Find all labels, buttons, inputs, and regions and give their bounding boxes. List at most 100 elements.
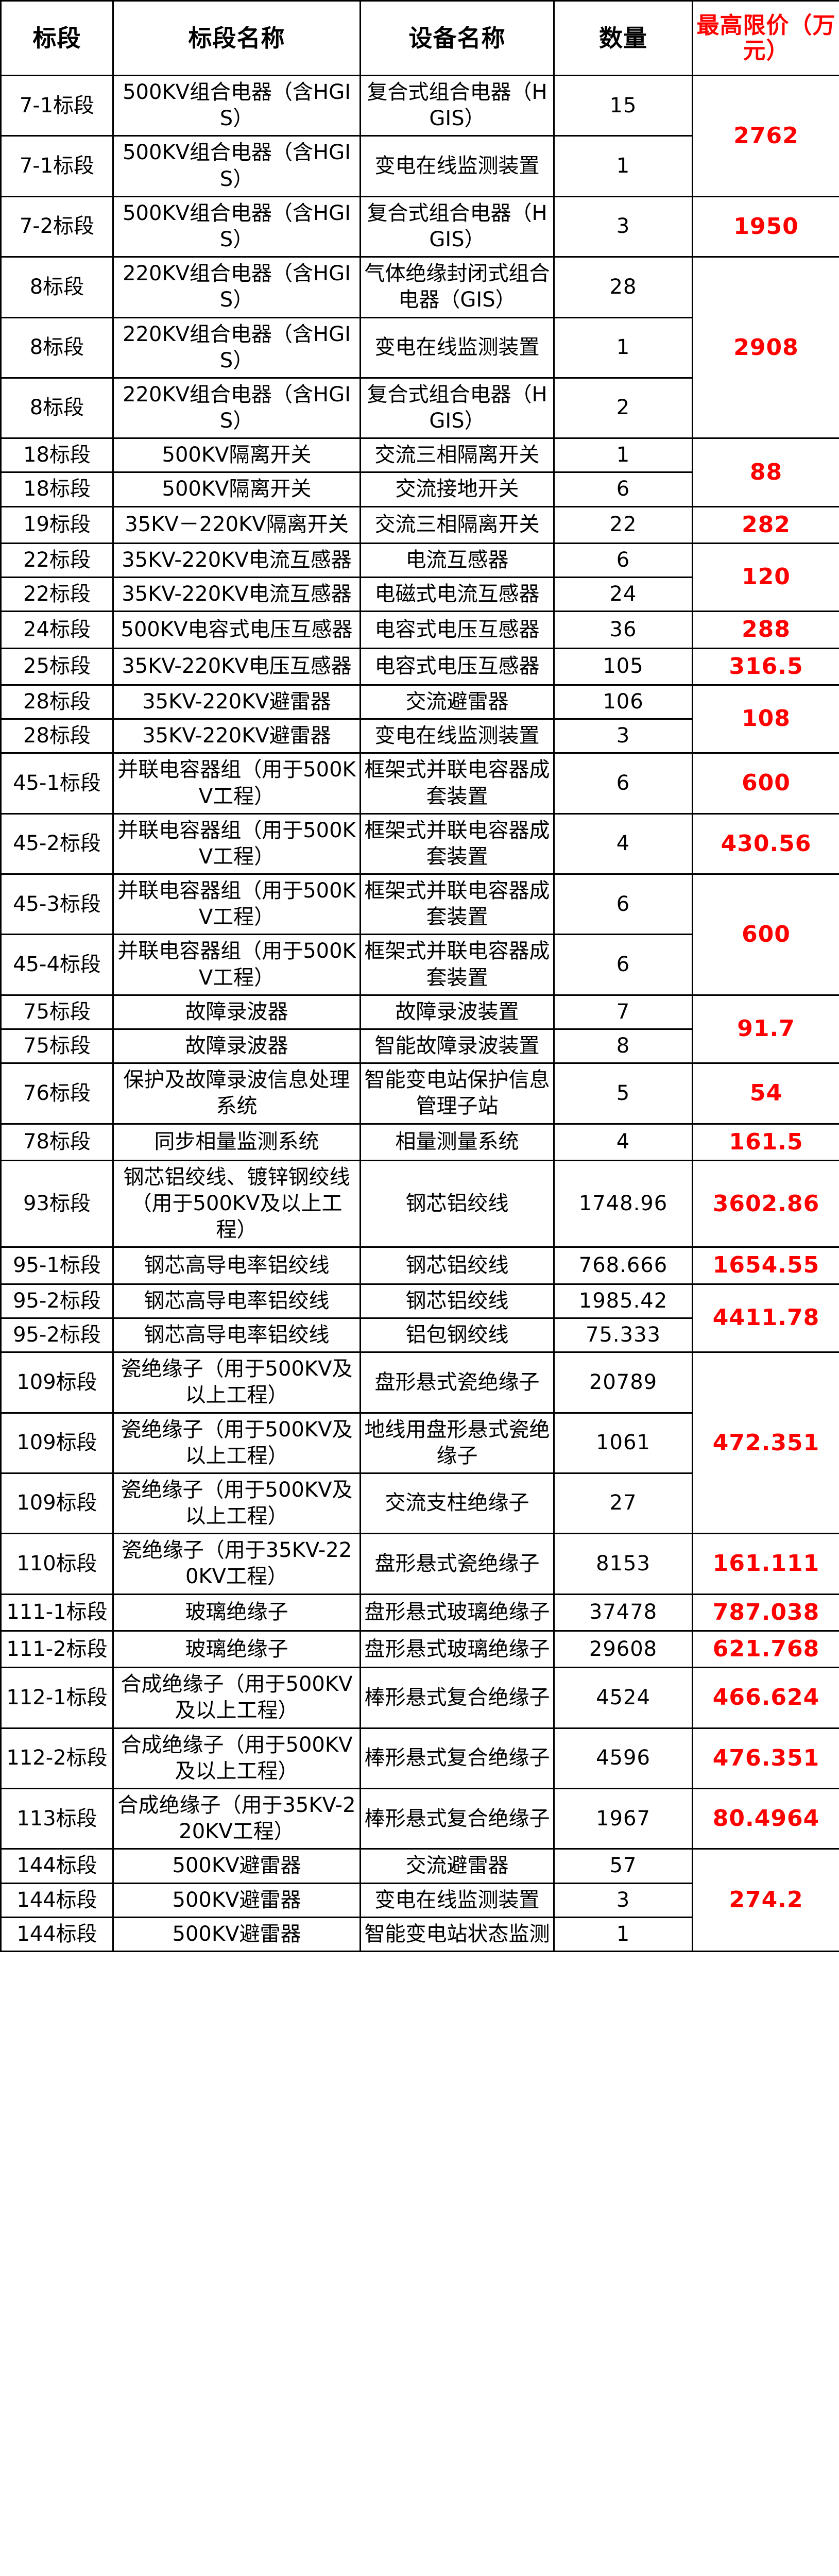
cell-segment: 8标段 [0, 316, 114, 379]
cell-segment-name: 并联电容器组（用于500KV工程） [112, 752, 361, 815]
cell-quantity: 3 [553, 195, 693, 258]
cell-quantity: 6 [553, 752, 693, 815]
cell-segment-name: 故障录波器 [112, 994, 361, 1030]
cell-segment-name: 合成绝缘子（用于500KV及以上工程） [112, 1667, 361, 1729]
cell-device-name: 框架式并联电容器成套装置 [359, 934, 555, 996]
table-row: 93标段 钢芯铝绞线、镀锌钢绞线（用于500KV及以上工程） 钢芯铝绞线 1748.9… [0, 1159, 839, 1248]
cell-segment: 8标段 [0, 377, 114, 439]
cell-segment-name: 35KV－220KV隔离开关 [112, 505, 361, 544]
cell-segment-name: 瓷绝缘子（用于500KV及以上工程） [112, 1351, 361, 1414]
cell-device-name: 气体绝缘封闭式组合电器（GIS） [359, 256, 555, 318]
cell-segment-name: 合成绝缘子（用于500KV及以上工程） [112, 1727, 361, 1790]
cell-segment-name: 钢芯高导电率铝绞线 [112, 1317, 361, 1353]
cell-segment: 22标段 [0, 577, 114, 613]
cell-device-name: 棒形悬式复合绝缘子 [359, 1667, 555, 1729]
cell-segment: 45-1标段 [0, 752, 114, 815]
cell-price-limit: 2762 [692, 75, 839, 197]
cell-segment: 109标段 [0, 1412, 114, 1474]
table-row: 112-1标段 合成绝缘子（用于500KV及以上工程） 棒形悬式复合绝缘子 4524 4… [0, 1667, 839, 1729]
cell-segment-name: 35KV-220KV电流互感器 [112, 577, 361, 613]
cell-device-name: 复合式组合电器（HGIS） [359, 377, 555, 439]
cell-segment-name: 保护及故障录波信息处理系统 [112, 1062, 361, 1125]
column-header-device-name: 设备名称 [359, 0, 555, 76]
cell-quantity: 57 [553, 1848, 693, 1884]
cell-device-name: 交流避雷器 [359, 1848, 555, 1884]
cell-device-name: 框架式并联电容器成套装置 [359, 812, 555, 875]
cell-device-name: 盘形悬式玻璃绝缘子 [359, 1630, 555, 1669]
cell-segment-name: 500KV隔离开关 [112, 437, 361, 473]
cell-segment: 22标段 [0, 542, 114, 579]
cell-price-limit: 274.2 [692, 1848, 839, 1952]
cell-quantity: 1985.42 [553, 1283, 693, 1319]
cell-price-limit: 4411.78 [692, 1283, 839, 1353]
cell-quantity: 3 [553, 718, 693, 754]
cell-quantity: 1748.96 [553, 1159, 693, 1248]
table-row: 95-2标段 钢芯高导电率铝绞线 钢芯铝绞线 1985.42 4411.78 [0, 1283, 839, 1353]
table-row: 25标段 35KV-220KV电压互感器 电容式电压互感器 105 316.5 [0, 647, 839, 686]
table-row: 19标段 35KV－220KV隔离开关 交流三相隔离开关 22 282 [0, 505, 839, 544]
cell-segment: 144标段 [0, 1848, 114, 1884]
cell-device-name: 钢芯铝绞线 [359, 1159, 555, 1248]
cell-device-name: 电流互感器 [359, 542, 555, 579]
cell-segment-name: 35KV-220KV避雷器 [112, 718, 361, 754]
cell-quantity: 1967 [553, 1787, 693, 1850]
cell-quantity: 3 [553, 1882, 693, 1918]
cell-device-name: 铝包钢绞线 [359, 1317, 555, 1353]
cell-segment-name: 并联电容器组（用于500KV工程） [112, 873, 361, 936]
table-row: 7-1标段 500KV组合电器（含HGIS） 复合式组合电器（HGIS） 15 2762 [0, 74, 839, 197]
cell-segment: 18标段 [0, 437, 114, 473]
cell-segment-name: 瓷绝缘子（用于500KV及以上工程） [112, 1412, 361, 1474]
cell-segment: 111-1标段 [0, 1593, 114, 1632]
cell-segment-name: 500KV隔离开关 [112, 471, 361, 507]
cell-segment: 113标段 [0, 1787, 114, 1850]
cell-price-limit: 600 [692, 873, 839, 996]
cell-segment: 75标段 [0, 1028, 114, 1064]
table-row: 8标段 220KV组合电器（含HGIS） 变电在线监测装置 1 [0, 316, 839, 379]
column-header-segment-name: 标段名称 [112, 0, 361, 76]
table-row: 111-1标段 玻璃绝缘子 盘形悬式玻璃绝缘子 37478 787.038 [0, 1593, 839, 1632]
cell-quantity: 1061 [553, 1412, 693, 1474]
cell-segment-name: 同步相量监测系统 [112, 1123, 361, 1161]
table-row: 45-2标段 并联电容器组（用于500KV工程） 框架式并联电容器成套装置 4 430.… [0, 812, 839, 875]
column-header-price-limit: 最高限价（万元） [692, 0, 839, 76]
cell-quantity: 27 [553, 1472, 693, 1535]
table-row: 110标段 瓷绝缘子（用于35KV-220KV工程） 盘形悬式瓷绝缘子 8153 161… [0, 1533, 839, 1595]
cell-price-limit: 288 [692, 611, 839, 649]
cell-quantity: 6 [553, 873, 693, 936]
cell-price-limit: 787.038 [692, 1593, 839, 1632]
cell-segment-name: 并联电容器组（用于500KV工程） [112, 812, 361, 875]
cell-device-name: 电容式电压互感器 [359, 647, 555, 686]
cell-price-limit: 1950 [692, 195, 839, 258]
cell-device-name: 盘形悬式瓷绝缘子 [359, 1351, 555, 1414]
cell-price-limit: 108 [692, 684, 839, 754]
cell-device-name: 交流三相隔离开关 [359, 505, 555, 544]
cell-price-limit: 1654.55 [692, 1246, 839, 1285]
cell-device-name: 地线用盘形悬式瓷绝缘子 [359, 1412, 555, 1474]
table-row: 95-1标段 钢芯高导电率铝绞线 钢芯铝绞线 768.666 1654.55 [0, 1246, 839, 1285]
table-row: 109标段 瓷绝缘子（用于500KV及以上工程） 盘形悬式瓷绝缘子 20789 472.… [0, 1351, 839, 1535]
table-body: 7-1标段 500KV组合电器（含HGIS） 复合式组合电器（HGIS） 15 2762… [0, 74, 839, 1952]
cell-segment: 111-2标段 [0, 1630, 114, 1669]
cell-segment-name: 钢芯高导电率铝绞线 [112, 1283, 361, 1319]
cell-device-name: 电磁式电流互感器 [359, 577, 555, 613]
cell-device-name: 智能故障录波装置 [359, 1028, 555, 1064]
cell-quantity: 5 [553, 1062, 693, 1125]
table-row: 95-2标段 钢芯高导电率铝绞线 铝包钢绞线 75.333 [0, 1317, 839, 1353]
cell-price-limit: 161.5 [692, 1123, 839, 1161]
cell-device-name: 变电在线监测装置 [359, 316, 555, 379]
cell-device-name: 相量测量系统 [359, 1123, 555, 1161]
cell-segment-name: 500KV组合电器（含HGIS） [112, 135, 361, 197]
cell-price-limit: 430.56 [692, 812, 839, 875]
cell-quantity: 6 [553, 542, 693, 579]
table-header: 标段 标段名称 设备名称 数量 最高限价（万元） [0, 0, 839, 76]
cell-segment: 110标段 [0, 1533, 114, 1595]
cell-segment-name: 玻璃绝缘子 [112, 1593, 361, 1632]
table-row: 113标段 合成绝缘子（用于35KV-220KV工程） 棒形悬式复合绝缘子 1967 8… [0, 1787, 839, 1850]
bid-price-table: 标段 标段名称 设备名称 数量 最高限价（万元） 7-1标段 500KV组合电器（… [0, 0, 839, 1952]
cell-segment-name: 220KV组合电器（含HGIS） [112, 377, 361, 439]
table-row: 76标段 保护及故障录波信息处理系统 智能变电站保护信息管理子站 5 54 [0, 1062, 839, 1125]
cell-segment: 18标段 [0, 471, 114, 507]
header-row: 标段 标段名称 设备名称 数量 最高限价（万元） [0, 0, 839, 76]
table-row: 111-2标段 玻璃绝缘子 盘形悬式玻璃绝缘子 29608 621.768 [0, 1630, 839, 1669]
cell-segment: 8标段 [0, 256, 114, 318]
